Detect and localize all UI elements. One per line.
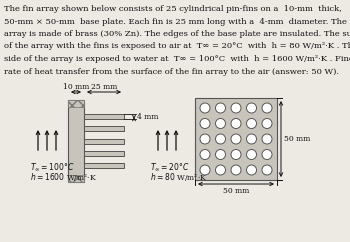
- Bar: [68, 100, 84, 182]
- Bar: [84, 126, 124, 131]
- Circle shape: [216, 134, 225, 144]
- Circle shape: [231, 165, 241, 175]
- Text: 50 mm: 50 mm: [284, 135, 310, 143]
- Circle shape: [200, 119, 210, 129]
- Circle shape: [246, 134, 257, 144]
- Bar: [84, 138, 124, 144]
- Text: $T_\infty = 100°C$: $T_\infty = 100°C$: [30, 161, 75, 173]
- Text: 50 mm: 50 mm: [223, 187, 249, 195]
- Circle shape: [262, 165, 272, 175]
- Circle shape: [231, 134, 241, 144]
- Circle shape: [262, 103, 272, 113]
- Text: array is made of brass (30% Zn). The edges of the base plate are insulated. The : array is made of brass (30% Zn). The edg…: [4, 30, 350, 38]
- Circle shape: [246, 103, 257, 113]
- Circle shape: [231, 103, 241, 113]
- Text: 25 mm: 25 mm: [91, 83, 117, 91]
- Text: side of the array is exposed to water at  T∞ = 100°C  with  h = 1600 W/m²·K . Fi: side of the array is exposed to water at…: [4, 55, 350, 63]
- Text: $h = 1600$ W/m²·K: $h = 1600$ W/m²·K: [30, 171, 97, 183]
- Circle shape: [246, 165, 257, 175]
- Text: $h = 80$ W/m²·K: $h = 80$ W/m²·K: [150, 171, 207, 183]
- Bar: [68, 175, 84, 182]
- Circle shape: [216, 165, 225, 175]
- Circle shape: [200, 134, 210, 144]
- Circle shape: [262, 150, 272, 159]
- Circle shape: [262, 119, 272, 129]
- Text: of the array with the fins is exposed to air at  T∞ = 20°C  with  h = 80 W/m²·K : of the array with the fins is exposed to…: [4, 43, 350, 51]
- Circle shape: [246, 119, 257, 129]
- Circle shape: [216, 119, 225, 129]
- Text: $T_\infty = 20°C$: $T_\infty = 20°C$: [150, 161, 190, 173]
- Bar: [68, 100, 84, 107]
- Bar: [195, 98, 277, 180]
- Circle shape: [246, 150, 257, 159]
- Text: The fin array shown below consists of 25 cylindrical pin-fins on a  10-mm  thick: The fin array shown below consists of 25…: [4, 5, 342, 13]
- Bar: [84, 151, 124, 156]
- Bar: [84, 114, 124, 119]
- Text: 10 mm: 10 mm: [63, 83, 89, 91]
- Circle shape: [262, 134, 272, 144]
- Circle shape: [216, 103, 225, 113]
- Circle shape: [231, 119, 241, 129]
- Circle shape: [200, 103, 210, 113]
- Circle shape: [231, 150, 241, 159]
- Text: rate of heat transfer from the surface of the fin array to the air (answer: 50 W: rate of heat transfer from the surface o…: [4, 68, 339, 76]
- Circle shape: [200, 150, 210, 159]
- Circle shape: [216, 150, 225, 159]
- Text: 4 mm: 4 mm: [137, 113, 159, 121]
- Bar: [84, 163, 124, 168]
- Circle shape: [200, 165, 210, 175]
- Text: 50-mm × 50-mm  base plate. Each fin is 25 mm long with a  4-mm  diameter. The fi: 50-mm × 50-mm base plate. Each fin is 25…: [4, 17, 350, 25]
